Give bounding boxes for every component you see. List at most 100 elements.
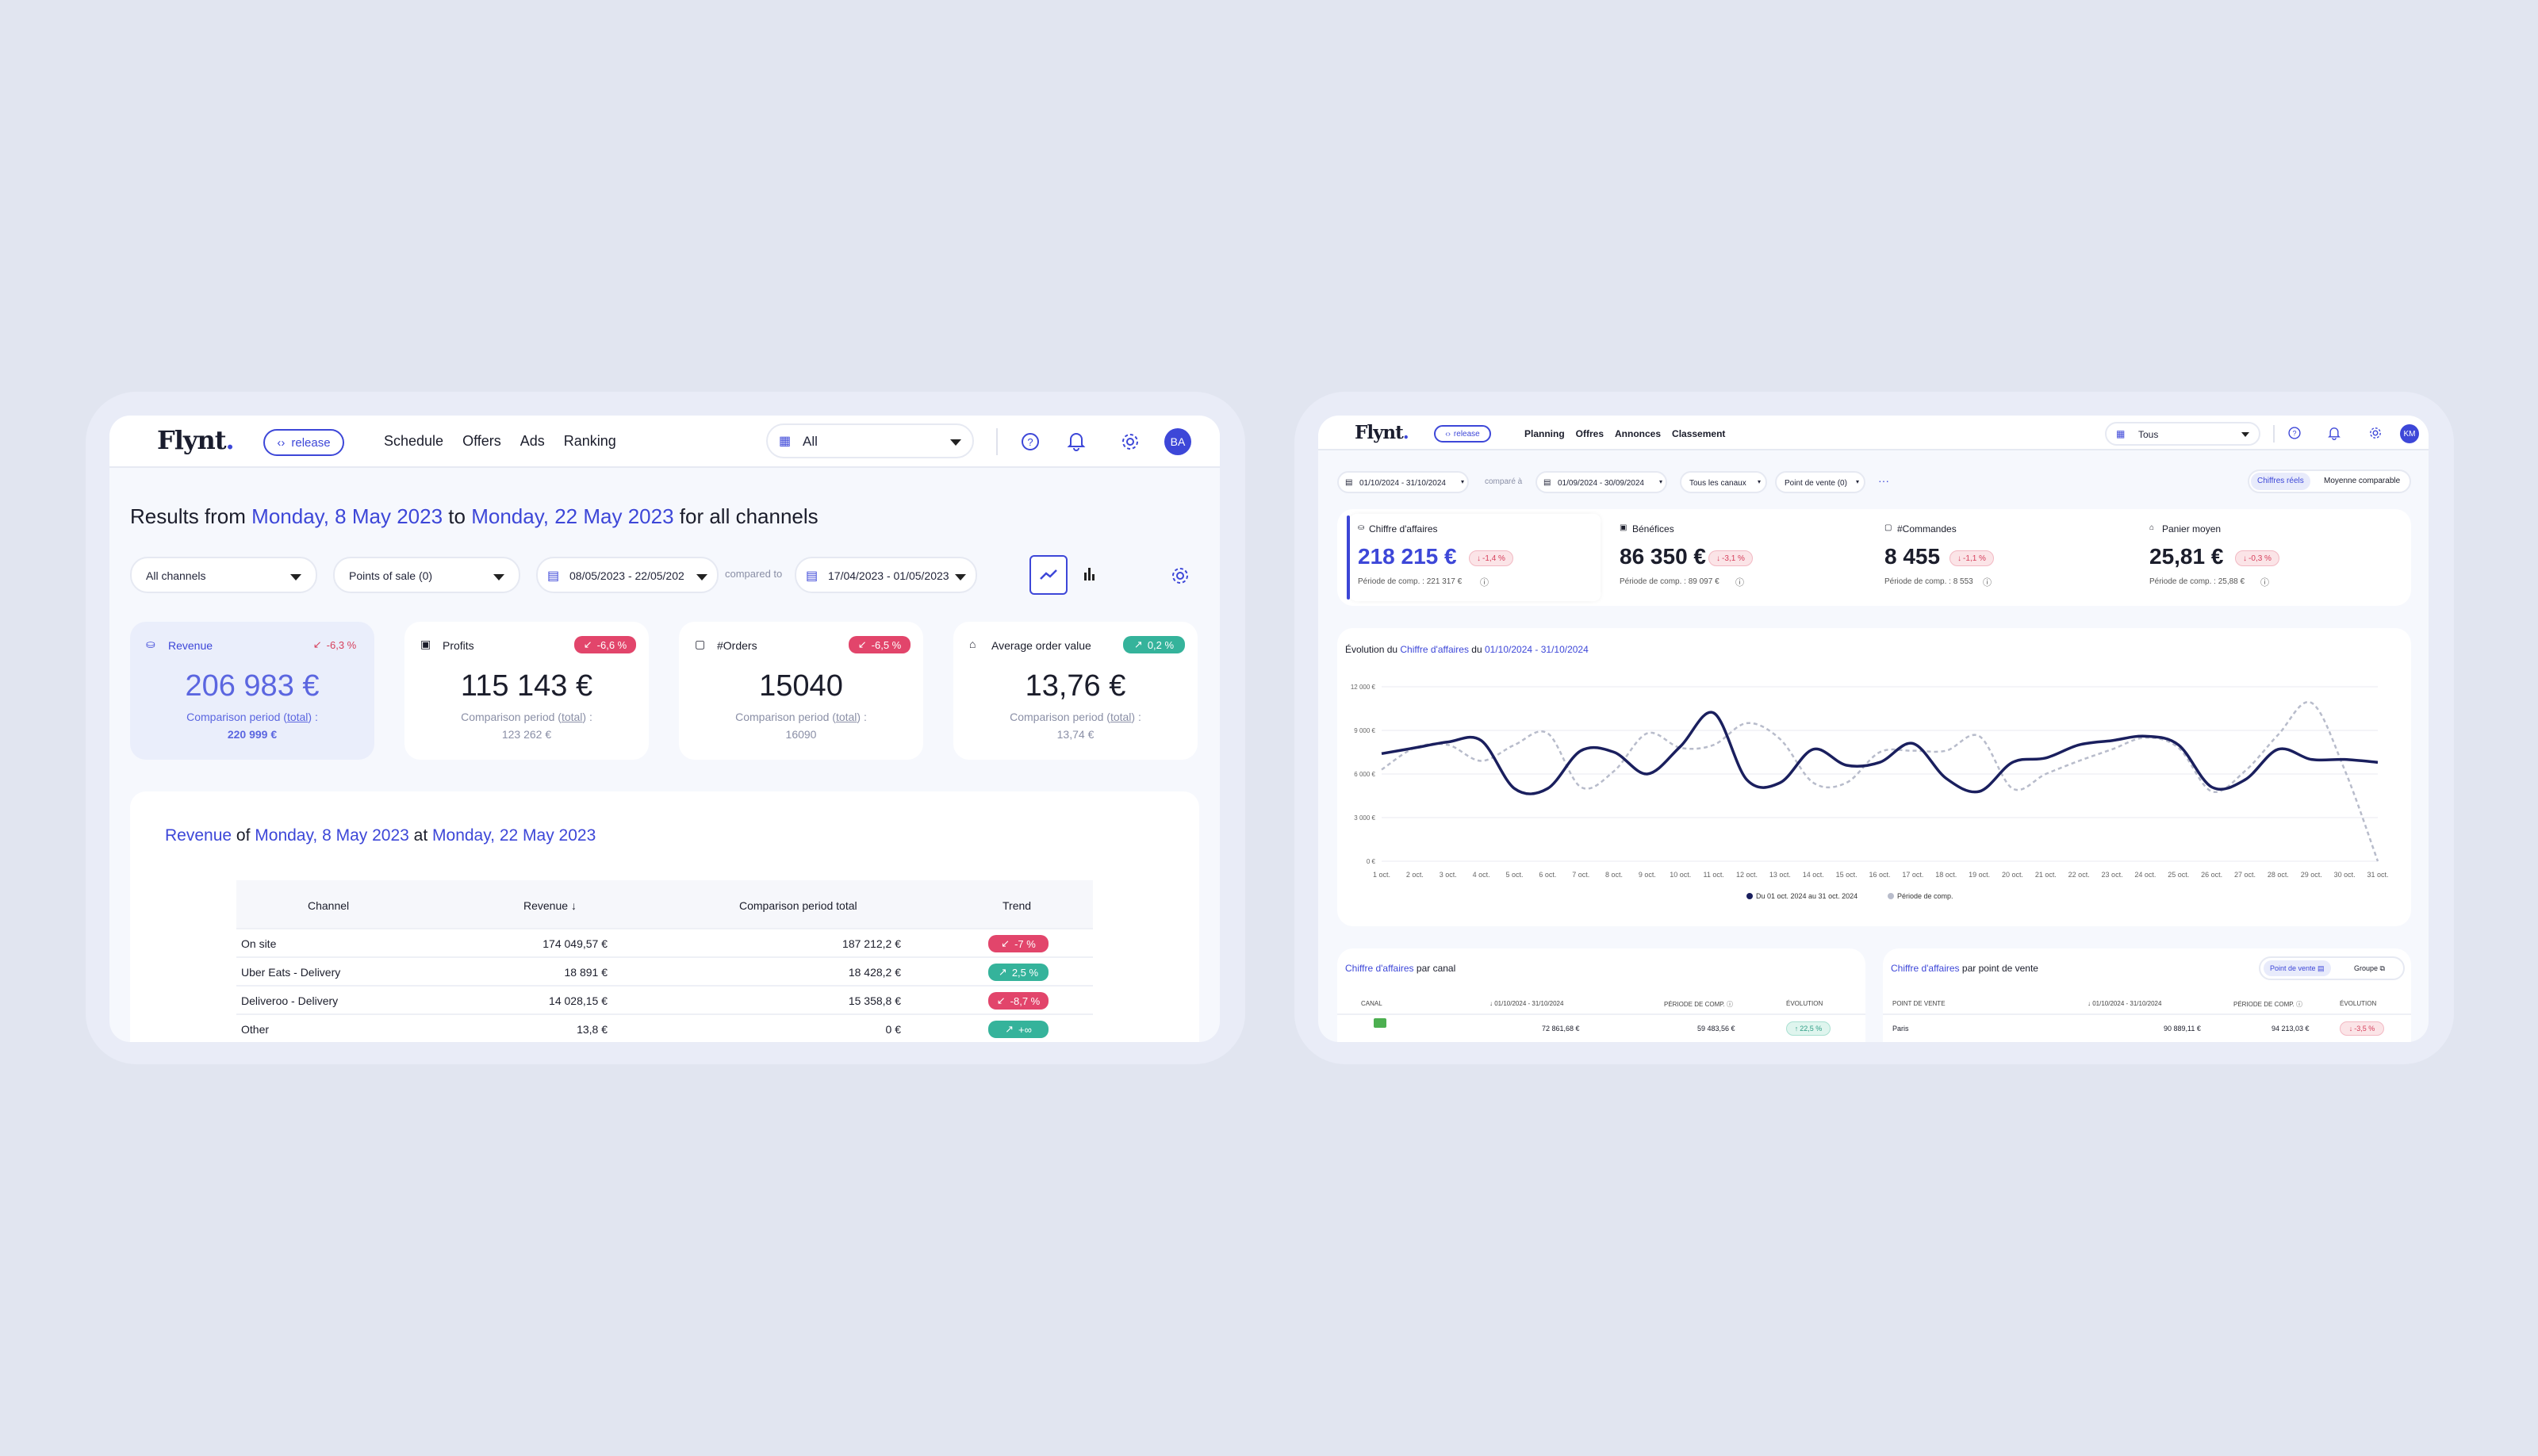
period-select[interactable]: ▤ 01/10/2024 - 31/10/2024 ▾ (1337, 471, 1469, 493)
channels-select[interactable]: All channels (130, 557, 317, 593)
metric-link[interactable]: Chiffre d'affaires (1400, 644, 1469, 655)
bar-chart-toggle[interactable] (1071, 555, 1109, 595)
bell-icon[interactable] (1066, 430, 1087, 452)
period-select[interactable]: ▤ 08/05/2023 - 22/05/202 (536, 557, 719, 593)
comparison-period-select[interactable]: ▤ 01/09/2024 - 30/09/2024 ▾ (1535, 471, 1667, 493)
metric-link[interactable]: Chiffre d'affaires (1891, 963, 1960, 974)
x-tick-label: 20 oct. (2002, 871, 2023, 879)
header-period[interactable]: ↓ 01/10/2024 - 31/10/2024 (2088, 1000, 2162, 1007)
compared-label: compared to (725, 568, 783, 580)
comparison-period-select[interactable]: ▤ 17/04/2023 - 01/05/2023 (795, 557, 977, 593)
nav-offres[interactable]: Offres (1575, 428, 1604, 439)
tab-groupe[interactable]: Groupe ⧉ (2354, 964, 2385, 972)
kpi-label: Panier moyen (2162, 523, 2222, 535)
header-revenue[interactable]: Revenue ↓ (523, 899, 577, 912)
table-row[interactable]: Deliveroo - Delivery 14 028,15 € 15 358,… (236, 987, 1093, 1015)
metric-link[interactable]: Chiffre d'affaires (1345, 963, 1414, 974)
nav-offers[interactable]: Offers (462, 433, 501, 449)
gear-icon[interactable] (2368, 426, 2383, 440)
revenue-table-card: Revenue of Monday, 8 May 2023 at Monday,… (130, 791, 1199, 1042)
kpi-card-average-order[interactable]: ⌂ Average order value ↗ 0,2 % 13,76 € Com… (953, 622, 1198, 760)
info-icon[interactable]: ⓘ (2260, 578, 2269, 588)
gear-icon[interactable] (1120, 431, 1141, 452)
header-comparison: PÉRIODE DE COMP. ⓘ (1664, 1001, 1733, 1008)
settings-icon[interactable] (1171, 566, 1190, 585)
kpi-card-orders[interactable]: ▢ #Orders ↙ -6,5 % 15040 Comparison perio… (679, 622, 923, 760)
toggle-comparable-average[interactable]: Moyenne comparable (2324, 477, 2401, 485)
kpi-value: 86 350 € (1620, 544, 1706, 569)
kpi-value: 15040 (759, 669, 843, 703)
scope-select[interactable]: ▦ Tous (2105, 422, 2260, 446)
toggle-real-figures[interactable]: Chiffres réels (2251, 473, 2310, 490)
pos-select[interactable]: Points of sale (0) (333, 557, 520, 593)
channels-value: All channels (146, 569, 206, 582)
series-line-current (1381, 711, 2379, 795)
kpi-card-revenue[interactable]: ⛀ Chiffre d'affaires 218 215 € ↓ -1,4 % P… (1350, 514, 1601, 601)
title-end-date[interactable]: Monday, 22 May 2023 (432, 826, 596, 845)
tab-point-de-vente[interactable]: Point de vente ▤ (2264, 960, 2331, 976)
kpi-card-average-basket[interactable]: ⌂ Panier moyen 25,81 € ↓ -0,3 % Période d… (2149, 514, 2400, 601)
pos-select[interactable]: Point de vente (0) ▾ (1775, 471, 1865, 493)
release-label: release (1453, 429, 1480, 439)
metric-link[interactable]: Revenue (165, 826, 232, 845)
avatar[interactable]: BA (1164, 428, 1191, 455)
info-icon[interactable]: ⓘ (1983, 578, 1992, 588)
header-period[interactable]: ↓ 01/10/2024 - 31/10/2024 (1489, 1000, 1564, 1007)
panel-table-header: POINT DE VENTE ↓ 01/10/2024 - 31/10/2024… (1883, 991, 2411, 1015)
kpi-card-orders[interactable]: ▢ #Commandes 8 455 ↓ -1,1 % Période de co… (1884, 514, 2135, 601)
help-icon[interactable]: ? (2287, 426, 2302, 440)
info-icon[interactable]: ⓘ (1480, 578, 1489, 588)
line-chart-toggle[interactable] (1029, 555, 1068, 595)
logo[interactable]: Flynt. (1355, 422, 1409, 443)
title-start-date[interactable]: Monday, 8 May 2023 (255, 826, 409, 845)
more-icon[interactable]: ··· (1878, 474, 1889, 487)
kpi-badge: ↓ -3,1 % (1708, 550, 1753, 566)
logo[interactable]: Flynt. (157, 425, 235, 455)
header-comparison: Comparison period total (739, 899, 857, 912)
table-row[interactable]: Uber Eats - Delivery 18 891 € 18 428,2 €… (236, 958, 1093, 987)
kpi-comparison-value: 16090 (785, 728, 817, 741)
range-link[interactable]: 01/10/2024 - 31/10/2024 (1485, 644, 1589, 655)
title-end-date[interactable]: Monday, 22 May 2023 (471, 504, 674, 528)
table-row[interactable]: Paris 90 889,11 € 94 213,03 € ↓ -3,5 % (1883, 1017, 2411, 1040)
kpi-badge: ↓ -1,1 % (1950, 550, 1994, 566)
release-pill[interactable]: ‹› release (1434, 425, 1491, 443)
table-row[interactable]: Other 13,8 € 0 € ↗ +∞ (236, 1015, 1093, 1042)
nav-schedule[interactable]: Schedule (384, 433, 444, 449)
chart-card: Évolution du Chiffre d'affaires du 01/10… (1337, 628, 2411, 926)
arrow-up-right-icon: ↗ (1005, 1023, 1014, 1035)
comparison-period-value: 01/09/2024 - 30/09/2024 (1558, 479, 1644, 488)
table-row[interactable]: On site 174 049,57 € 187 212,2 € ↙ -7 % (236, 929, 1093, 958)
main-nav: Planning Offres Annonces Classement (1524, 428, 1725, 439)
bell-icon[interactable] (2327, 425, 2341, 441)
table-row[interactable]: 72 861,68 € 59 483,56 € ↑ 22,5 % (1337, 1017, 1865, 1040)
page-title: Results from Monday, 8 May 2023 to Monda… (130, 504, 819, 529)
help-icon[interactable]: ? (1020, 431, 1041, 452)
scope-select[interactable]: ▦ All (766, 423, 974, 458)
nav-ranking[interactable]: Ranking (563, 433, 616, 449)
cell-channel: Uber Eats - Delivery (241, 966, 341, 979)
release-pill[interactable]: ‹› release (263, 429, 344, 456)
info-icon[interactable]: ⓘ (1735, 578, 1744, 588)
channels-select[interactable]: Tous les canaux ▾ (1680, 471, 1767, 493)
arrow-up-icon: ↑ (1794, 1025, 1799, 1033)
pos-value: Point de vente (0) (1785, 479, 1847, 488)
panel-table-header: CANAL ↓ 01/10/2024 - 31/10/2024 PÉRIODE … (1337, 991, 1865, 1015)
nav-classement[interactable]: Classement (1672, 428, 1726, 439)
x-tick-label: 10 oct. (1670, 871, 1691, 879)
table-header: Channel Revenue ↓ Comparison period tota… (236, 880, 1093, 929)
evolution-badge: ↑ 22,5 % (1786, 1021, 1831, 1036)
kpi-card-profits[interactable]: ▣ Profits ↙ -6,6 % 115 143 € Comparison p… (404, 622, 649, 760)
kpi-card-revenue[interactable]: ⛀ Revenue ↙ -6,3 % 206 983 € Comparison p… (130, 622, 374, 760)
title-of: of (236, 826, 251, 845)
kpi-card-profits[interactable]: ▣ Bénéfices 86 350 € ↓ -3,1 % Période de … (1620, 514, 1870, 601)
nav-ads[interactable]: Ads (519, 433, 545, 449)
kpi-value: 206 983 € (185, 669, 320, 703)
nav-annonces[interactable]: Annonces (1615, 428, 1662, 439)
bar-chart-icon (1084, 568, 1095, 580)
title-start-date[interactable]: Monday, 8 May 2023 (251, 504, 443, 528)
nav-planning[interactable]: Planning (1524, 428, 1565, 439)
x-tick-label: 14 oct. (1803, 871, 1824, 879)
avatar[interactable]: KM (2400, 424, 2419, 443)
x-tick-label: 1 oct. (1373, 871, 1390, 879)
